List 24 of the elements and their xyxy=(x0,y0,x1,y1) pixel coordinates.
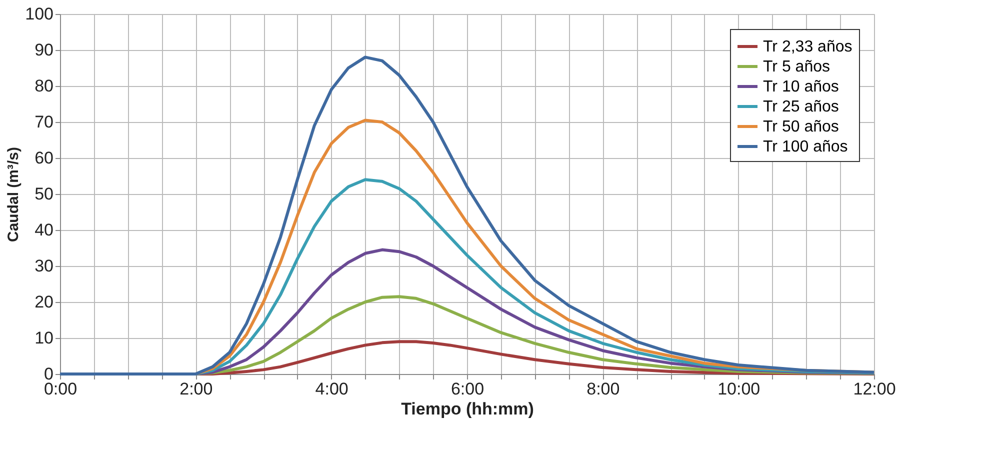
y-tick-label: 70 xyxy=(34,112,54,132)
x-tick-label: 8:00 xyxy=(586,380,620,398)
y-tick-label: 20 xyxy=(34,292,54,312)
y-tick-label: 60 xyxy=(34,148,54,168)
legend-label: Tr 50 años xyxy=(763,118,839,136)
legend-label: Tr 100 años xyxy=(763,138,848,156)
legend-label: Tr 10 años xyxy=(763,78,839,96)
y-tick-label: 50 xyxy=(34,184,54,204)
y-tick-label: 100 xyxy=(25,4,54,24)
y-tick-label: 40 xyxy=(34,220,54,240)
y-axis-title: Caudal (m³/s) xyxy=(5,146,22,242)
y-tick-label: 10 xyxy=(34,328,54,348)
x-tick-label: 2:00 xyxy=(180,380,213,398)
y-tick-label: 30 xyxy=(34,256,54,276)
y-tick-label: 90 xyxy=(34,40,54,60)
y-tick-label: 80 xyxy=(34,76,54,96)
x-tick-label: 10:00 xyxy=(718,380,760,398)
legend-label: Tr 2,33 años xyxy=(763,38,852,56)
x-tick-label: 6:00 xyxy=(450,380,484,398)
x-axis-title: Tiempo (hh:mm) xyxy=(401,400,534,418)
x-tick-label: 4:00 xyxy=(315,380,348,398)
x-tick-label: 12:00 xyxy=(853,380,896,398)
legend-label: Tr 5 años xyxy=(763,58,830,76)
legend-label: Tr 25 años xyxy=(763,98,839,116)
